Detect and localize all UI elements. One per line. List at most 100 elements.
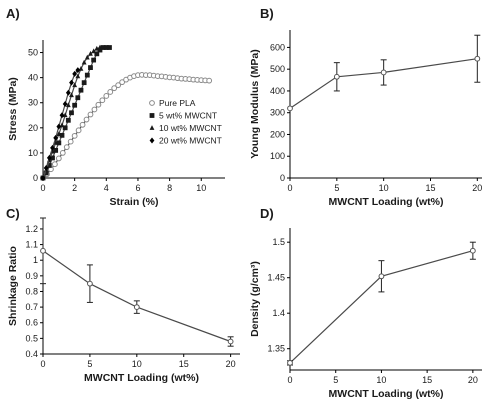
y-axis-label: Stress (MPa) — [7, 77, 19, 141]
x-tick-label: 10 — [196, 183, 206, 193]
data-point — [115, 82, 122, 89]
data-point — [50, 144, 55, 151]
data-point — [53, 148, 59, 153]
x-tick-label: 10 — [379, 183, 389, 193]
data-point — [469, 247, 476, 254]
data-point — [62, 112, 68, 118]
y-tick-label: 0.4 — [25, 349, 38, 359]
data-point — [59, 122, 65, 128]
data-point — [119, 79, 126, 86]
y-tick-label: 200 — [270, 129, 285, 139]
data-point — [40, 175, 46, 181]
data-point — [87, 280, 93, 287]
data-point — [72, 82, 78, 88]
data-point — [69, 110, 74, 116]
data-point — [99, 97, 106, 104]
data-point — [88, 50, 93, 56]
series-line — [42, 69, 79, 179]
chart-panel-1: A) 0 2 4 6 8 10 0 10 20 30 40 50 Strain (%) Stress (MP… — [6, 6, 225, 208]
y-tick-label: 100 — [270, 151, 285, 161]
x-tick-label: 0 — [287, 183, 292, 193]
y-axis-label: Young Modulus (MPa) — [249, 49, 261, 158]
data-point — [46, 154, 52, 161]
data-point — [56, 140, 62, 146]
data-point — [97, 47, 103, 53]
data-point — [84, 72, 90, 78]
data-point — [107, 89, 114, 95]
data-point — [56, 123, 62, 130]
data-point — [84, 54, 90, 60]
data-point — [56, 131, 62, 136]
legend-entry: 20 wt% MWCNT — [149, 136, 222, 146]
panel-letter: B) — [260, 6, 274, 21]
data-point — [59, 132, 65, 138]
y-axis-label: Shrinkage Ratio — [7, 246, 19, 326]
legend-label: 5 wt% MWCNT — [159, 111, 217, 121]
legend-label: 20 wt% MWCNT — [159, 136, 222, 146]
data-point — [51, 161, 58, 168]
series-4 — [40, 67, 81, 181]
legend-marker — [149, 100, 155, 106]
x-tick-label: 5 — [334, 183, 339, 193]
data-point — [378, 273, 385, 280]
series-1 — [40, 71, 213, 181]
data-point — [69, 79, 74, 86]
data-point — [95, 101, 102, 108]
data-point — [94, 51, 100, 57]
data-point — [88, 65, 93, 70]
data-point — [103, 45, 109, 50]
data-point — [78, 87, 84, 93]
y-tick-label: 300 — [270, 108, 285, 118]
panel-letter: C) — [6, 206, 20, 221]
data-point — [474, 55, 481, 62]
x-axis-label: MWCNT Loading (wt%) — [84, 372, 199, 384]
data-point — [380, 69, 387, 76]
y-tick-label: 0.9 — [25, 271, 38, 281]
x-tick-label: 0 — [287, 375, 292, 385]
data-point — [133, 304, 140, 311]
x-tick-label: 0 — [40, 359, 45, 369]
data-point — [65, 102, 71, 108]
data-point — [94, 45, 100, 51]
x-tick-label: 20 — [226, 359, 236, 369]
y-tick-label: 30 — [28, 98, 38, 108]
data-point — [100, 45, 106, 50]
x-axis-label: MWCNT Loading (wt%) — [329, 196, 444, 208]
data-point — [71, 132, 78, 139]
legend-marker — [149, 137, 155, 144]
data-point — [59, 112, 65, 119]
data-point — [50, 155, 55, 161]
panel-letter: A) — [6, 6, 20, 21]
y-tick-label: 40 — [28, 73, 38, 83]
data-point — [97, 44, 103, 50]
data-point — [103, 93, 110, 99]
chart-panel-3: C) 0 5 10 15 20 0.4 0.5 0.6 0.7 0.8 0.9 1 1.1 1.2 MWCNT… — [6, 206, 240, 384]
data-point — [65, 117, 71, 123]
y-tick-label: 500 — [270, 64, 285, 74]
x-tick-label: 20 — [472, 183, 482, 193]
y-tick-label: 1.2 — [25, 224, 38, 234]
data-point — [206, 77, 213, 84]
legend-marker — [149, 113, 155, 118]
y-tick-label: 0.7 — [25, 302, 38, 312]
legend-entry: Pure PLA — [149, 98, 196, 108]
x-tick-label: 2 — [72, 183, 77, 193]
data-point — [72, 70, 78, 77]
data-point — [63, 144, 70, 151]
x-tick-label: 20 — [468, 375, 478, 385]
legend-entry: 5 wt% MWCNT — [149, 111, 217, 121]
legend-entry: 10 wt% MWCNT — [149, 123, 222, 133]
y-tick-label: 0.6 — [25, 318, 38, 328]
data-point — [91, 48, 97, 54]
y-tick-label: 1 — [33, 255, 38, 265]
data-point — [75, 67, 81, 74]
data-point — [43, 170, 49, 176]
data-point — [62, 125, 68, 131]
data-point — [72, 102, 78, 108]
data-point — [40, 247, 46, 254]
data-point — [75, 95, 81, 101]
y-tick-label: 10 — [28, 148, 38, 158]
y-tick-label: 1.45 — [267, 273, 285, 283]
series-line — [42, 250, 231, 343]
